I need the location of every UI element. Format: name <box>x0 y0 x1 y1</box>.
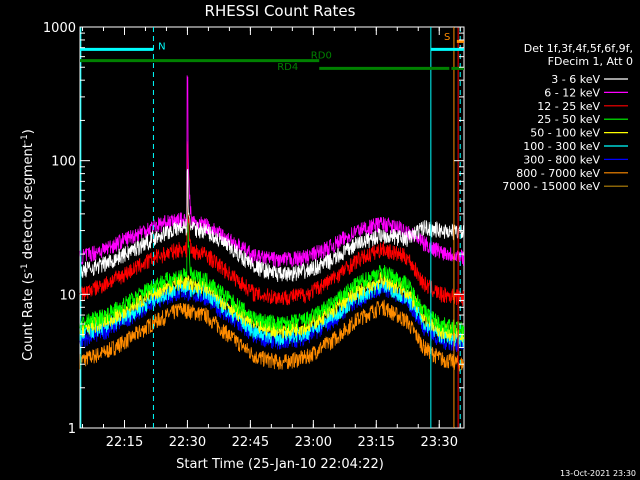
legend-entry-label: 800 - 7000 keV <box>516 167 600 180</box>
legend: Det 1f,3f,4f,5f,6f,9f, FDecim 1, Att 0 3… <box>502 42 633 193</box>
flag-label: S <box>444 32 450 43</box>
footer-timestamp: 13-Oct-2021 23:30 <box>560 469 636 478</box>
legend-entry-label: 12 - 25 keV <box>537 100 600 113</box>
legend-entry-label: 300 - 800 keV <box>523 153 600 166</box>
y-axis-label-sup-1: -1 <box>20 263 30 272</box>
plot-frame <box>79 26 465 429</box>
y-axis-label-part-3: ) <box>21 129 36 134</box>
series-line <box>79 75 465 268</box>
flag-label: RD4 <box>277 62 298 73</box>
legend-entry-label: 50 - 100 keV <box>530 127 600 140</box>
series-line <box>79 299 465 372</box>
y-axis-label-part-1: Count Rate (s <box>21 272 36 361</box>
legend-entry-label: 3 - 6 keV <box>551 73 600 86</box>
series-line <box>79 168 465 283</box>
y-tick-label: 10 <box>59 288 76 303</box>
flag-label: RD0 <box>311 51 332 62</box>
chart-title: RHESSI Count Rates <box>205 2 356 20</box>
x-tick-label: 22:30 <box>169 435 206 450</box>
series-line <box>79 162 465 338</box>
legend-entry-label: 7000 - 15000 keV <box>502 180 600 193</box>
x-tick-label: 22:45 <box>232 435 269 450</box>
x-axis-label: Start Time (25-Jan-10 22:04:22) <box>176 457 384 472</box>
y-axis-label-sup-2: -1 <box>20 134 30 143</box>
y-tick-label: 100 <box>51 155 76 170</box>
y-axis-label: Count Rate (s-1 detector segment-1) <box>20 129 36 361</box>
legend-header-line-1: Det 1f,3f,4f,5f,6f,9f, <box>524 42 633 55</box>
y-axis-label-part-2: detector segment <box>21 143 36 263</box>
legend-entry-label: 25 - 50 keV <box>537 113 600 126</box>
legend-entry-label: 100 - 300 keV <box>523 140 600 153</box>
y-tick-label: 1 <box>68 422 76 437</box>
legend-entry-label: 6 - 12 keV <box>544 86 600 99</box>
y-tick-label: 1000 <box>43 21 76 36</box>
x-tick-label: 23:15 <box>358 435 395 450</box>
x-tick-label: 23:30 <box>421 435 458 450</box>
flag-label: N <box>158 41 165 52</box>
x-tick-label: 23:00 <box>295 435 332 450</box>
series-line <box>79 141 465 306</box>
x-tick-label: 22:15 <box>106 435 143 450</box>
legend-header-line-2: FDecim 1, Att 0 <box>548 55 633 68</box>
